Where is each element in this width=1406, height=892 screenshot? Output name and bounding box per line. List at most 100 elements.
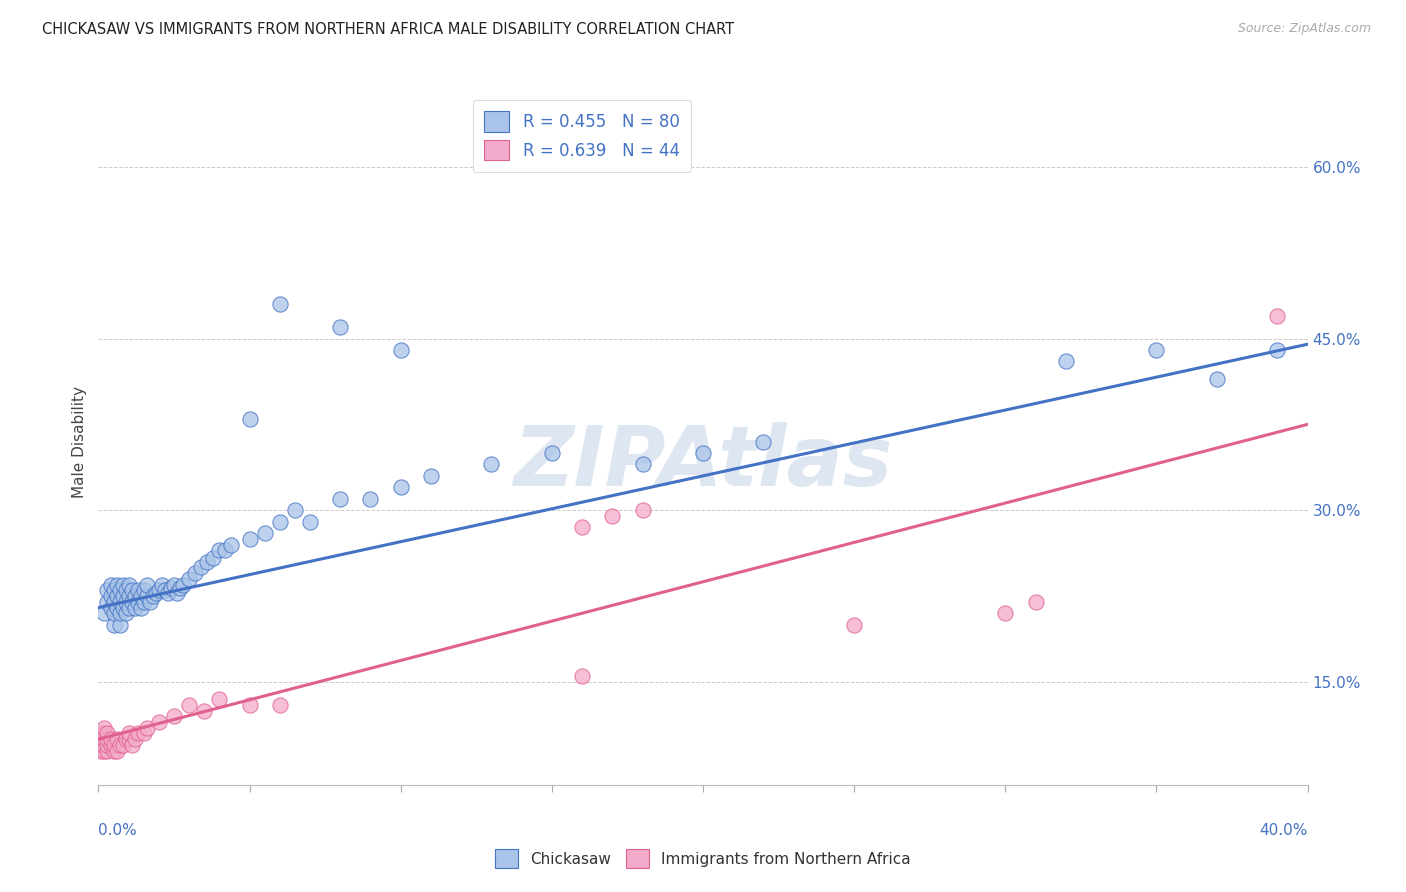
Point [114, 607, 136, 621]
Point [121, 583, 143, 598]
Point [179, 572, 201, 586]
Point [195, 555, 218, 569]
Point [692, 446, 714, 460]
Point [239, 532, 262, 546]
Point [105, 589, 128, 603]
Point [1206, 371, 1229, 385]
Point [214, 543, 236, 558]
Point [118, 577, 141, 591]
Point [193, 704, 215, 718]
Point [103, 583, 125, 598]
Point [127, 583, 149, 598]
Point [329, 491, 352, 506]
Point [994, 607, 1017, 621]
Point [103, 607, 125, 621]
Point [1267, 309, 1289, 323]
Point [752, 434, 775, 449]
Text: ZIPAtlas: ZIPAtlas [513, 422, 893, 503]
Point [127, 726, 149, 740]
Point [105, 732, 128, 747]
Point [111, 600, 134, 615]
Point [150, 577, 173, 591]
Point [631, 458, 654, 472]
Point [253, 526, 276, 541]
Point [100, 732, 122, 747]
Point [103, 744, 125, 758]
Point [329, 320, 352, 334]
Point [132, 595, 155, 609]
Point [284, 503, 307, 517]
Point [221, 537, 243, 551]
Point [389, 343, 412, 357]
Point [121, 595, 143, 609]
Point [108, 738, 131, 752]
Point [156, 585, 179, 599]
Point [124, 732, 146, 747]
Point [105, 744, 128, 758]
Point [129, 589, 152, 603]
Point [96, 595, 118, 609]
Text: 40.0%: 40.0% [1260, 822, 1308, 838]
Point [118, 600, 141, 615]
Point [103, 595, 125, 609]
Point [90, 738, 112, 752]
Point [269, 515, 291, 529]
Point [124, 600, 146, 615]
Legend: R = 0.455   N = 80, R = 0.639   N = 44: R = 0.455 N = 80, R = 0.639 N = 44 [472, 100, 692, 172]
Point [269, 698, 291, 712]
Text: 0.0%: 0.0% [98, 822, 138, 838]
Point [114, 595, 136, 609]
Point [90, 726, 112, 740]
Point [129, 600, 152, 615]
Point [631, 503, 654, 517]
Point [166, 585, 188, 599]
Point [100, 577, 122, 591]
Point [184, 566, 207, 581]
Point [96, 583, 118, 598]
Point [389, 480, 412, 494]
Text: CHICKASAW VS IMMIGRANTS FROM NORTHERN AFRICA MALE DISABILITY CORRELATION CHART: CHICKASAW VS IMMIGRANTS FROM NORTHERN AF… [42, 22, 734, 37]
Point [571, 520, 593, 534]
Point [111, 738, 134, 752]
Point [1024, 595, 1046, 609]
Point [100, 738, 122, 752]
Point [153, 583, 176, 598]
Point [118, 732, 141, 747]
Point [148, 583, 170, 598]
Point [96, 744, 118, 758]
Point [163, 709, 186, 723]
Point [145, 585, 167, 599]
Point [299, 515, 322, 529]
Point [148, 714, 170, 729]
Point [111, 589, 134, 603]
Point [96, 726, 118, 740]
Point [118, 589, 141, 603]
Point [93, 744, 115, 758]
Point [208, 692, 231, 706]
Point [208, 543, 231, 558]
Point [90, 732, 112, 747]
Point [142, 589, 165, 603]
Point [190, 560, 212, 574]
Point [93, 721, 115, 735]
Point [1267, 343, 1289, 357]
Legend: Chickasaw, Immigrants from Northern Africa: Chickasaw, Immigrants from Northern Afri… [488, 841, 918, 875]
Point [93, 726, 115, 740]
Point [108, 617, 131, 632]
Point [239, 698, 262, 712]
Point [602, 508, 624, 523]
Point [135, 721, 157, 735]
Point [239, 411, 262, 425]
Point [93, 732, 115, 747]
Point [269, 297, 291, 311]
Point [139, 595, 162, 609]
Point [127, 595, 149, 609]
Y-axis label: Male Disability: Male Disability [72, 385, 87, 498]
Point [420, 469, 443, 483]
Text: Source: ZipAtlas.com: Source: ZipAtlas.com [1237, 22, 1371, 36]
Point [114, 732, 136, 747]
Point [1144, 343, 1167, 357]
Point [103, 738, 125, 752]
Point [163, 577, 186, 591]
Point [135, 577, 157, 591]
